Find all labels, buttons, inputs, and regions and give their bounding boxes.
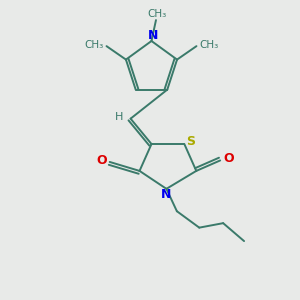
Text: CH₃: CH₃: [148, 8, 167, 19]
Text: N: N: [148, 28, 158, 41]
Text: O: O: [96, 154, 106, 167]
Text: N: N: [161, 188, 172, 201]
Text: CH₃: CH₃: [84, 40, 104, 50]
Text: S: S: [186, 135, 195, 148]
Text: O: O: [223, 152, 234, 166]
Text: CH₃: CH₃: [200, 40, 219, 50]
Text: H: H: [115, 112, 123, 122]
